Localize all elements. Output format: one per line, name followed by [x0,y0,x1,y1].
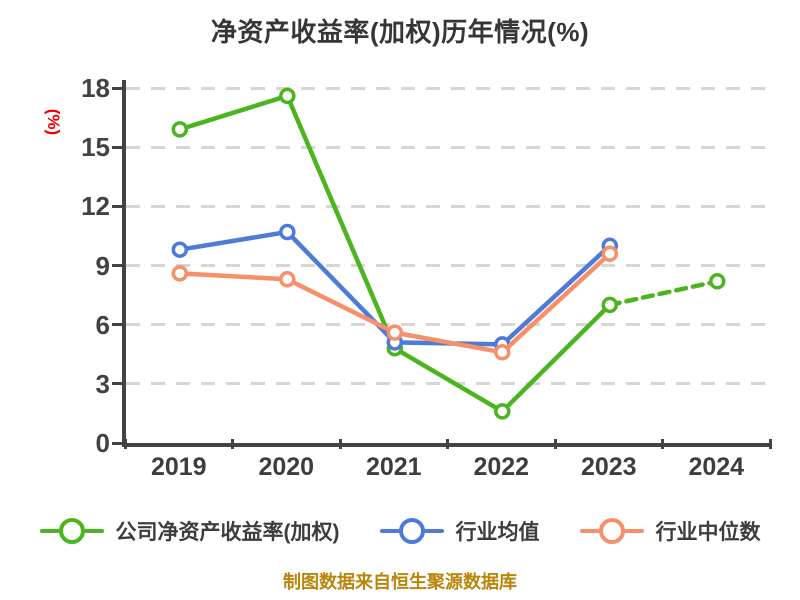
x-tick-label-2022: 2022 [473,453,530,481]
y-tick-label-18: 18 [81,73,110,103]
data-point-行业中位数-2022[interactable] [494,344,511,361]
x-tick-mark-4 [553,439,557,449]
plot-area [122,80,771,447]
data-point-公司净资产收益率(加权)-2022[interactable] [494,403,511,420]
data-point-公司净资产收益率(加权)-2023[interactable] [601,296,619,314]
data-point-公司净资产收益率(加权)-2020[interactable] [279,87,296,105]
legend-label: 行业均值 [455,521,540,544]
x-tick-mark-1 [231,439,234,449]
data-point-行业中位数-2020[interactable] [279,271,296,288]
legend-line-icon [579,529,600,533]
y-tick-mark-15 [112,145,123,149]
x-tick-label-2019: 2019 [150,453,207,481]
y-tick-label-6: 6 [95,309,110,340]
y-tick-label-12: 12 [81,191,110,222]
y-tick-mark-12 [112,204,123,208]
y-tick-mark-0 [112,441,123,445]
y-tick-label-3: 3 [95,368,110,399]
chart-legend: 公司净资产收益率(加权) 行业均值 行业中位数 [0,516,800,546]
legend-line-icon [83,529,104,533]
y-tick-label-0: 0 [95,428,110,458]
legend-line-icon [423,529,444,533]
x-tick-label-2021: 2021 [365,453,422,481]
gridlines [126,86,771,443]
gridline-3 [126,382,771,386]
y-tick-mark-3 [112,382,123,386]
line-chart-svg [171,87,726,420]
legend-label: 公司净资产收益率(加权) [115,521,340,544]
legend-marker-icon [598,518,625,544]
y-tick-mark-9 [112,264,123,267]
data-point-行业均值-2019[interactable] [171,241,189,258]
legend-marker-icon [398,518,425,544]
y-tick-label-15: 15 [81,132,110,163]
series-2 [171,245,619,361]
y-tick-mark-18 [112,86,123,90]
data-point-行业中位数-2021[interactable] [386,324,404,341]
x-tick-label-2023: 2023 [580,453,637,481]
x-tick-label-2024: 2024 [688,453,745,481]
x-tick-mark-5 [661,439,664,449]
data-point-行业均值-2020[interactable] [279,223,296,241]
legend-item-1[interactable]: 行业均值 [379,516,540,546]
gridline-6 [126,323,771,327]
gridline-18 [126,86,771,90]
legend-label: 行业中位数 [655,521,761,544]
data-point-公司净资产收益率(加权)-2024[interactable] [709,273,726,290]
legend-item-2[interactable]: 行业中位数 [579,516,761,546]
data-source-note: 制图数据来自恒生聚源数据库 [283,572,517,592]
legend-item-0[interactable]: 公司净资产收益率(加权) [39,516,340,546]
legend-line-icon [39,529,60,533]
data-point-公司净资产收益率(加权)-2019[interactable] [171,121,189,138]
gridline-15 [126,145,771,149]
x-tick-label-2020: 2020 [258,453,315,481]
y-tick-label-9: 9 [95,250,110,281]
data-point-行业中位数-2023[interactable] [601,245,619,262]
x-tick-mark-3 [446,439,449,449]
series-0 [171,87,726,420]
legend-line-icon [623,529,644,533]
gridline-12 [126,204,771,208]
x-tick-mark-2 [338,439,342,449]
legend-marker-icon [58,518,85,544]
data-point-行业中位数-2019[interactable] [171,265,189,282]
legend-line-icon [379,529,400,533]
chart-title: 净资产收益率(加权)历年情况(%) [210,17,590,47]
x-tick-mark-6 [768,439,772,449]
gridline-9 [126,264,771,267]
x-tick-mark-0 [123,439,127,449]
y-tick-mark-6 [112,323,123,327]
